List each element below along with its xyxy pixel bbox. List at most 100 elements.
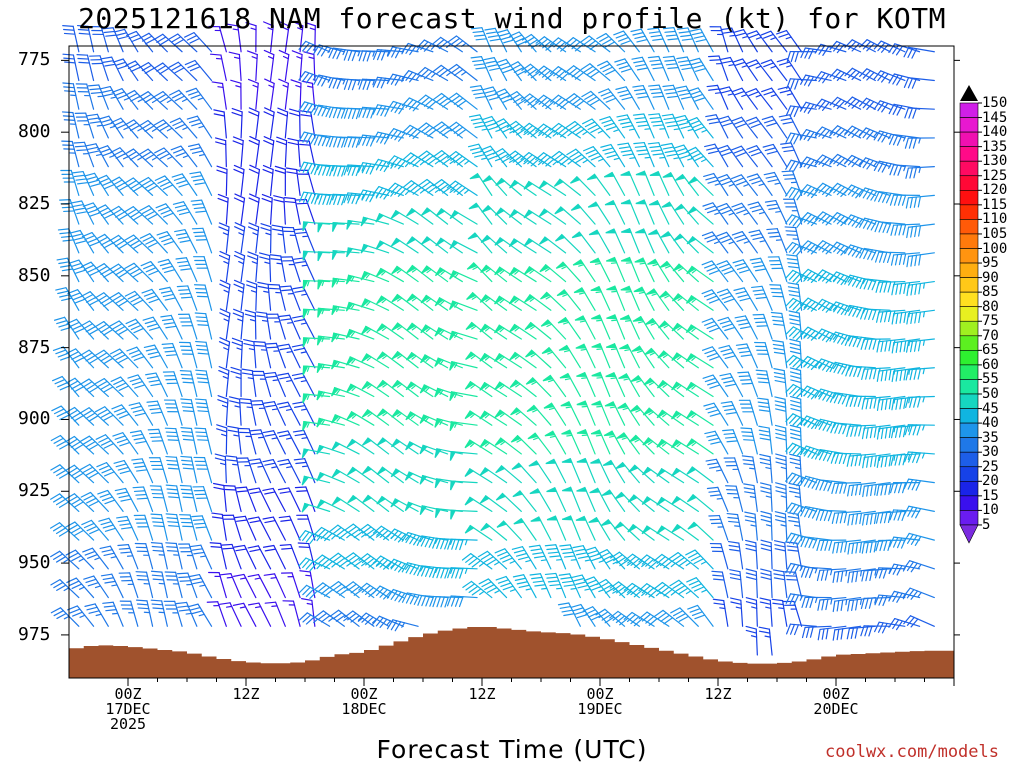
- wind-barb: [224, 486, 241, 512]
- colorbar-swatch: [960, 190, 978, 205]
- wind-barb: [51, 580, 79, 598]
- wind-barb: [196, 399, 212, 425]
- wind-barb: [435, 479, 462, 488]
- wind-barb: [746, 626, 757, 655]
- wind-barb: [361, 217, 388, 226]
- wind-barb: [242, 369, 256, 396]
- colorbar-label: 10: [982, 503, 999, 517]
- wind-barb: [649, 85, 669, 109]
- colorbar-label: 125: [982, 169, 1007, 183]
- wind-barb: [194, 457, 211, 482]
- wind-barb: [149, 458, 167, 483]
- wind-barb: [303, 422, 330, 431]
- wind-barb: [61, 170, 79, 195]
- colorbar-swatch: [960, 379, 978, 394]
- wind-barb: [63, 54, 79, 80]
- wind-barb: [294, 258, 315, 282]
- wind-barb: [573, 546, 595, 569]
- wind-barb: [760, 598, 772, 626]
- wind-barb: [269, 284, 286, 310]
- y-tick-label: 825: [18, 195, 51, 213]
- wind-barb: [775, 541, 787, 569]
- wind-barb: [263, 431, 285, 454]
- wind-barb: [236, 487, 256, 511]
- wind-barb: [556, 262, 580, 281]
- wind-barb: [151, 543, 167, 569]
- wind-barb: [530, 574, 551, 598]
- colorbar-label: 115: [982, 198, 1007, 212]
- y-tick-label: 875: [18, 339, 51, 357]
- wind-barb: [735, 316, 757, 339]
- wind-barb: [63, 112, 79, 138]
- wind-barb: [768, 257, 786, 282]
- wind-barb: [448, 122, 477, 138]
- colorbar-swatch: [960, 307, 978, 322]
- wind-barb: [661, 143, 683, 166]
- wind-barb: [376, 214, 403, 224]
- wind-barb: [421, 266, 447, 281]
- wind-barb: [77, 55, 94, 81]
- colorbar-label: 45: [982, 402, 999, 416]
- wind-barb: [450, 392, 477, 401]
- wind-barb: [180, 515, 197, 540]
- wind-barb: [234, 280, 244, 310]
- wind-barb: [746, 117, 772, 138]
- wind-barb: [300, 571, 315, 598]
- colorbar-swatch: [960, 103, 978, 118]
- wind-barb: [801, 507, 831, 518]
- wind-barb: [436, 209, 462, 224]
- wind-barb: [687, 495, 713, 512]
- wind-barb: [540, 265, 566, 282]
- wind-barb: [815, 419, 846, 431]
- wind-barb: [303, 281, 329, 290]
- wind-barb: [789, 483, 802, 511]
- wind-barb: [710, 544, 727, 569]
- wind-barb: [292, 51, 302, 81]
- wind-barb: [376, 241, 403, 253]
- wind-barb: [391, 211, 418, 224]
- wind-barb: [252, 401, 271, 426]
- wind-barb: [166, 485, 182, 511]
- wind-barb: [447, 181, 477, 195]
- wind-barb: [634, 143, 654, 167]
- wind-barb: [761, 569, 772, 598]
- wind-barb: [302, 504, 330, 513]
- wind-barb: [465, 382, 492, 397]
- wind-barb: [279, 50, 289, 80]
- wind-barb: [736, 344, 757, 368]
- wind-barb: [687, 467, 713, 483]
- wind-barb: [497, 521, 521, 540]
- wind-barb: [299, 531, 330, 544]
- wind-barb: [702, 261, 728, 282]
- wind-barb: [218, 396, 228, 426]
- wind-barb: [512, 463, 536, 482]
- wind-barb: [332, 278, 359, 287]
- wind-barb: [420, 506, 447, 515]
- wind-barb: [742, 456, 757, 483]
- wind-barb: [120, 601, 138, 626]
- wind-barb: [527, 406, 551, 426]
- wind-barb: [510, 380, 536, 396]
- wind-barb: [333, 223, 359, 232]
- colorbar-bottom-arrow: [960, 525, 978, 543]
- wind-barb: [250, 430, 270, 454]
- wind-barb: [359, 583, 389, 597]
- wind-barb: [392, 381, 418, 397]
- wind-barb: [264, 574, 285, 598]
- wind-barb: [471, 57, 492, 81]
- wind-barb: [216, 138, 227, 167]
- wind-barb: [480, 468, 507, 483]
- wind-barb: [101, 574, 123, 597]
- wind-barb: [248, 252, 258, 282]
- wind-barb: [248, 575, 270, 598]
- wind-barb: [317, 473, 344, 483]
- wind-barb: [304, 52, 315, 81]
- wind-barb: [761, 540, 772, 569]
- colorbar-swatch: [960, 481, 978, 496]
- wind-barb: [406, 382, 433, 396]
- wind-barb: [746, 540, 758, 568]
- wind-barb: [451, 481, 477, 490]
- wind-barb: [249, 137, 259, 167]
- colorbar-swatch: [960, 496, 978, 511]
